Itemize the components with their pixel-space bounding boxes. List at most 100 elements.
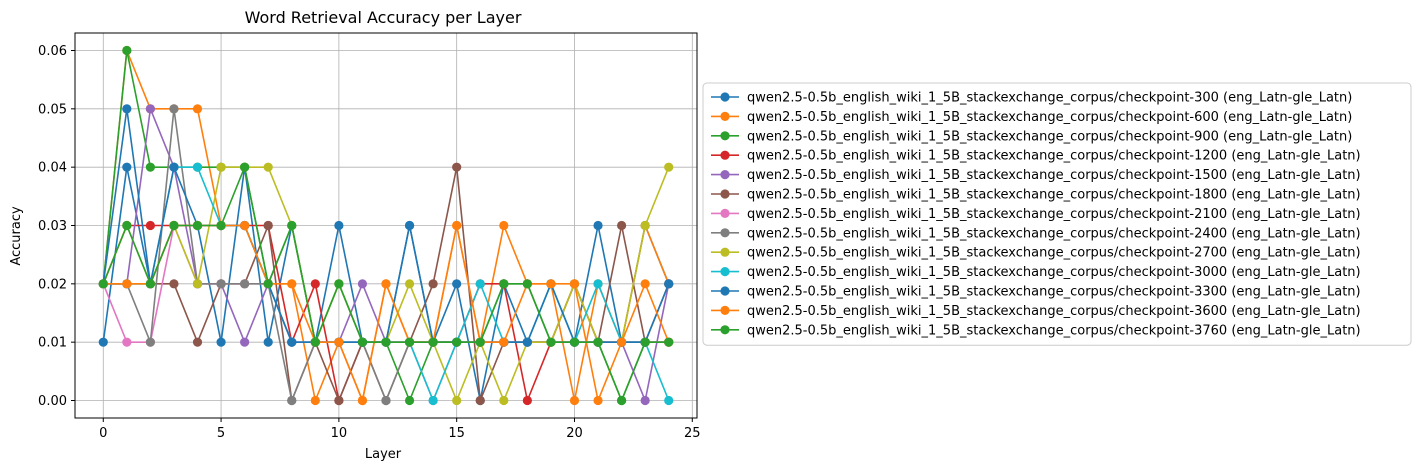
legend-marker <box>720 111 730 121</box>
legend-item: qwen2.5-0.5b_english_wiki_1_5B_stackexch… <box>711 323 1361 338</box>
data-point <box>593 395 603 406</box>
data-point <box>640 220 650 231</box>
x-tick-label: 25 <box>684 426 701 441</box>
data-point <box>640 395 650 406</box>
data-point <box>475 395 485 406</box>
data-point <box>404 395 415 406</box>
legend-label: qwen2.5-0.5b_english_wiki_1_5B_stackexch… <box>747 207 1361 222</box>
data-point <box>122 337 132 347</box>
data-point <box>569 395 580 406</box>
data-point <box>192 104 203 114</box>
x-tick-label: 20 <box>566 426 583 441</box>
y-tick-label: 0.02 <box>38 277 67 292</box>
data-point <box>381 279 391 289</box>
data-point <box>240 220 250 231</box>
data-point <box>287 279 297 289</box>
x-tick-label: 5 <box>217 426 225 441</box>
chart-title: Word Retrieval Accuracy per Layer <box>245 8 522 27</box>
data-point <box>263 337 273 347</box>
data-point <box>240 162 250 172</box>
legend-marker <box>720 208 730 218</box>
data-point <box>428 395 438 406</box>
data-point <box>593 337 603 347</box>
series-6 <box>98 220 674 406</box>
data-point <box>169 220 179 231</box>
x-axis-ticks: 0 5 10 15 20 25 <box>99 418 701 441</box>
data-point <box>216 279 226 289</box>
y-tick-label: 0.01 <box>38 336 67 351</box>
data-point <box>522 337 532 347</box>
legend-label: qwen2.5-0.5b_english_wiki_1_5B_stackexch… <box>747 91 1352 106</box>
data-point <box>145 220 155 231</box>
y-tick-label: 0.03 <box>38 219 67 234</box>
legend-label: qwen2.5-0.5b_english_wiki_1_5B_stackexch… <box>747 188 1361 203</box>
legend-frame <box>702 82 1412 346</box>
x-tick-label: 0 <box>99 426 107 441</box>
y-tick-label: 0.06 <box>38 44 67 59</box>
data-point <box>499 279 509 289</box>
legend-label: qwen2.5-0.5b_english_wiki_1_5B_stackexch… <box>747 285 1361 300</box>
data-point <box>122 220 132 231</box>
legend-marker <box>720 150 730 160</box>
data-point <box>428 279 438 289</box>
legend-item: qwen2.5-0.5b_english_wiki_1_5B_stackexch… <box>711 304 1361 319</box>
data-point <box>546 337 556 347</box>
legend-label: qwen2.5-0.5b_english_wiki_1_5B_stackexch… <box>747 149 1361 164</box>
data-point <box>98 279 108 289</box>
data-point <box>357 395 368 406</box>
data-point <box>192 337 203 347</box>
data-point <box>452 220 462 231</box>
data-point <box>334 220 344 231</box>
data-point <box>310 395 320 406</box>
legend-item: qwen2.5-0.5b_english_wiki_1_5B_stackexch… <box>711 149 1361 164</box>
data-point <box>617 337 627 347</box>
data-point <box>569 337 580 347</box>
data-point <box>122 104 132 114</box>
y-tick-label: 0.04 <box>38 161 67 176</box>
data-point <box>357 279 368 289</box>
series-4 <box>98 104 674 406</box>
legend-marker <box>720 92 730 102</box>
data-point <box>404 279 415 289</box>
data-point <box>475 279 485 289</box>
data-point <box>145 279 155 289</box>
data-point <box>499 337 509 347</box>
data-point <box>192 162 203 172</box>
legend-item: qwen2.5-0.5b_english_wiki_1_5B_stackexch… <box>711 226 1361 241</box>
data-point <box>617 220 627 231</box>
data-point <box>522 279 532 289</box>
data-point <box>169 162 179 172</box>
data-point <box>475 337 485 347</box>
data-point <box>334 279 344 289</box>
data-point <box>381 395 391 406</box>
data-point <box>334 337 344 347</box>
data-point <box>640 279 650 289</box>
x-axis-label: Layer <box>365 447 402 462</box>
data-point <box>664 162 674 172</box>
series-11 <box>98 220 674 406</box>
data-point <box>404 337 415 347</box>
data-point <box>546 279 556 289</box>
data-point <box>640 337 650 347</box>
data-point <box>263 279 273 289</box>
data-point <box>122 162 132 172</box>
data-point <box>499 220 509 231</box>
y-axis-ticks: 0.00 0.01 0.02 0.03 0.04 0.05 0.06 <box>38 44 75 409</box>
legend-label: qwen2.5-0.5b_english_wiki_1_5B_stackexch… <box>747 304 1361 319</box>
legend-item: qwen2.5-0.5b_english_wiki_1_5B_stackexch… <box>711 285 1361 300</box>
data-point <box>452 395 462 406</box>
legend-marker <box>720 267 730 277</box>
legend-marker <box>720 286 730 296</box>
legend-item: qwen2.5-0.5b_english_wiki_1_5B_stackexch… <box>711 129 1352 144</box>
legend: qwen2.5-0.5b_english_wiki_1_5B_stackexch… <box>702 82 1412 346</box>
series-line <box>102 224 669 402</box>
data-point <box>569 279 580 289</box>
data-point <box>192 279 203 289</box>
legend-label: qwen2.5-0.5b_english_wiki_1_5B_stackexch… <box>747 168 1361 183</box>
legend-label: qwen2.5-0.5b_english_wiki_1_5B_stackexch… <box>747 110 1352 125</box>
data-point <box>216 337 226 347</box>
series-line <box>102 224 669 402</box>
data-point <box>664 395 674 406</box>
legend-marker <box>720 131 730 141</box>
